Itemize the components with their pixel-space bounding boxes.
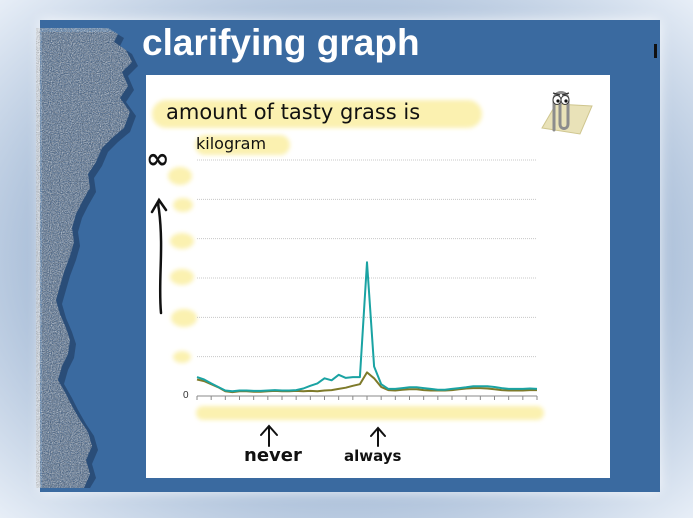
edge-mark — [654, 44, 657, 58]
annotation-never: never — [244, 445, 302, 466]
never-arrow-icon — [260, 424, 278, 447]
always-arrow-icon — [370, 426, 386, 447]
chart-title: amount of tasty grass is — [166, 100, 421, 124]
chart-gridlines — [197, 159, 537, 358]
y-zero-label: 0 — [183, 390, 189, 401]
annotation-always: always — [344, 447, 402, 465]
series-line-1 — [196, 261, 538, 393]
y-axis-label: kilogram — [196, 134, 267, 153]
torn-paper-edge — [36, 28, 138, 488]
y-top-label: ∞ — [146, 142, 170, 175]
chart-series — [196, 261, 538, 394]
highlighter-marks — [152, 100, 544, 420]
x-axis — [196, 395, 538, 400]
paperclip-assistant-icon — [541, 91, 593, 135]
series-line-2 — [196, 371, 537, 394]
slide-title: clarifying graph — [142, 22, 420, 63]
y-axis-arrow-icon — [150, 197, 168, 315]
